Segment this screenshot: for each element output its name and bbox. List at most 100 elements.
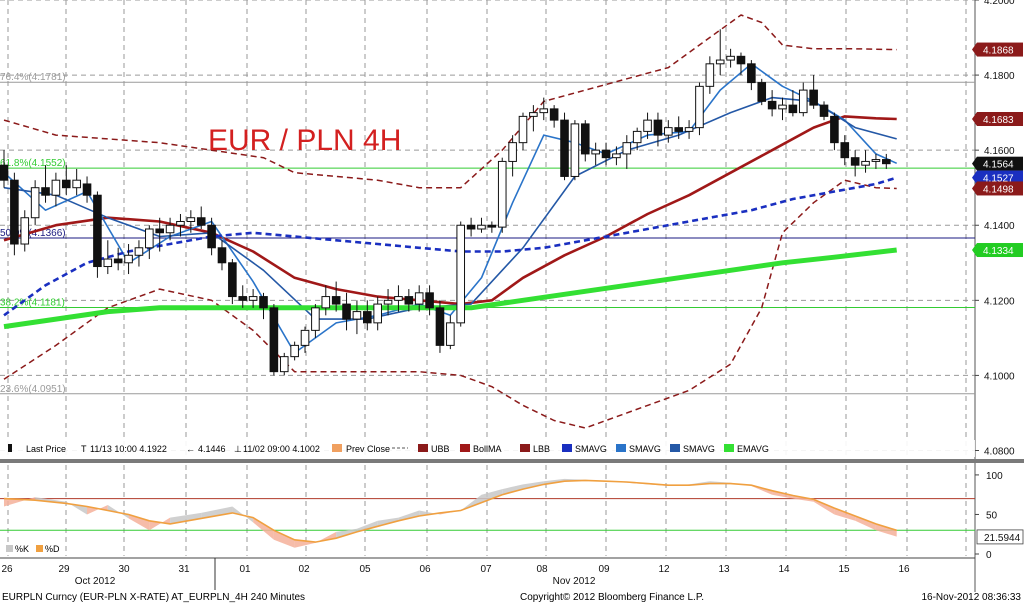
candle-body (259, 296, 268, 309)
price-badge-label: 4.1868 (983, 46, 1014, 57)
x-tick-label: 06 (419, 564, 431, 575)
candle-body (124, 254, 133, 264)
candle-body (840, 142, 850, 159)
candle-body (41, 187, 50, 196)
candle-body (819, 104, 829, 117)
candle-body (269, 307, 279, 373)
x-tick-label: 01 (239, 564, 251, 575)
y-tick-label: 4.2000 (984, 0, 1015, 7)
osc-fill (481, 489, 503, 503)
x-tick-label: 13 (718, 564, 730, 575)
candle-body (674, 127, 684, 132)
candle-body (363, 311, 372, 324)
footer-security-info: EURPLN Curncy (EUR-PLN X-RATE) AT_EURPLN… (2, 592, 305, 603)
candle-body (103, 258, 113, 268)
candle-body (477, 224, 486, 230)
legend-prev-close: Prev Close (346, 444, 390, 454)
price-badge-pointer (972, 156, 977, 171)
candle-body (446, 322, 455, 346)
price-badge (977, 156, 1023, 171)
osc-fill (751, 485, 773, 495)
y-tick-label: 4.1800 (984, 71, 1015, 82)
candle-body (715, 59, 725, 65)
candle-body (186, 217, 196, 222)
fib-level-label: 50.0%(4.1366) (0, 228, 66, 239)
osc-fill (273, 530, 295, 548)
fib-level-label: 76.4%(4.1781) (0, 72, 66, 83)
price-badge-pointer (972, 112, 977, 127)
osc-fill (855, 516, 876, 531)
candle-body (290, 344, 299, 358)
prev-close-key-icon (332, 444, 342, 452)
price-badge (977, 181, 1023, 196)
osc-fill (813, 499, 835, 515)
x-tick-label: 30 (118, 564, 130, 575)
x-tick-label: 31 (178, 564, 190, 575)
fib-level-label: 23.6%(4.0951) (0, 384, 66, 395)
fib-level-label: 38.2%(4.1181) (0, 297, 65, 308)
osc-fill (398, 510, 420, 521)
osc-value-label: 21.5944 (984, 533, 1021, 544)
chart-title: EUR / PLN 4H (208, 124, 401, 157)
x-tick-label: 16 (898, 564, 910, 575)
candle-body (549, 108, 559, 121)
candle-body (383, 299, 393, 305)
candle-body (684, 127, 694, 132)
series-ubb-line (3, 14, 897, 189)
candle-body (632, 130, 642, 144)
candle-body (414, 292, 424, 305)
candle-body (217, 247, 227, 264)
osc-d-swatch (36, 545, 43, 552)
y-tick-label: 4.0800 (984, 446, 1015, 457)
candle-body (601, 149, 611, 159)
candle-body (72, 179, 81, 189)
legend-swatch (520, 444, 530, 452)
x-tick-label: 02 (298, 564, 310, 575)
osc-fill (834, 508, 856, 521)
candle-body (871, 159, 881, 162)
osc-fill (253, 517, 274, 540)
candle-body (404, 296, 414, 305)
legend-item-label: UBB (431, 444, 450, 454)
candle-body (705, 63, 715, 87)
candle-body (695, 85, 704, 129)
month-label: Oct 2012 (75, 576, 116, 587)
candle-body (300, 329, 310, 346)
candle-body (165, 224, 175, 234)
candle-body (726, 55, 735, 61)
legend-low: 11/02 09:00 4.1002 (243, 444, 320, 454)
y-tick-label: 4.1000 (984, 371, 1015, 382)
y-tick-label: 4.1200 (984, 296, 1015, 307)
osc-k-label: %K (15, 544, 29, 554)
legend-item-label: LBB (533, 444, 550, 454)
osc-fill (149, 517, 171, 531)
candle-body (643, 119, 652, 132)
candle-body (134, 247, 144, 256)
osc-fill (460, 494, 482, 511)
candle-body (279, 356, 289, 373)
legend-item-label: SMAVG (575, 444, 607, 454)
candle-body (788, 104, 798, 114)
price-badge-pointer (972, 181, 977, 196)
series-lbb-line (3, 179, 897, 429)
candle-body (82, 183, 92, 196)
footer-timestamp: 16-Nov-2012 08:36:33 (921, 592, 1021, 603)
legend-item-label: BollMA (473, 444, 502, 454)
osc-fill (502, 484, 523, 495)
series-bollma-line (3, 115, 897, 306)
legend-high: 11/13 10:00 4.1922 (90, 444, 167, 454)
candle-body (882, 159, 891, 165)
candle-body (767, 100, 777, 110)
footer-copyright: Copyright© 2012 Bloomberg Finance L.P. (520, 592, 704, 603)
price-badge (977, 42, 1023, 57)
candle-body (113, 258, 123, 264)
candle-body (570, 123, 580, 177)
candle-body (93, 194, 102, 268)
x-tick-label: 12 (658, 564, 670, 575)
candle-body (331, 296, 341, 305)
candle-body (508, 142, 517, 162)
x-tick-label: 09 (598, 564, 610, 575)
candle-body (736, 55, 746, 65)
